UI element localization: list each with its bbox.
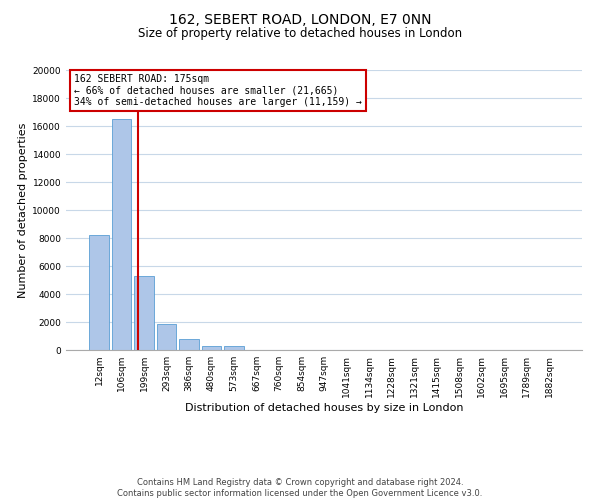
Bar bbox=[134, 276, 154, 350]
Bar bbox=[112, 119, 131, 350]
Text: 162 SEBERT ROAD: 175sqm
← 66% of detached houses are smaller (21,665)
34% of sem: 162 SEBERT ROAD: 175sqm ← 66% of detache… bbox=[74, 74, 362, 108]
Text: Size of property relative to detached houses in London: Size of property relative to detached ho… bbox=[138, 28, 462, 40]
Bar bbox=[179, 339, 199, 350]
X-axis label: Distribution of detached houses by size in London: Distribution of detached houses by size … bbox=[185, 402, 463, 412]
Bar bbox=[224, 346, 244, 350]
Text: Contains HM Land Registry data © Crown copyright and database right 2024.
Contai: Contains HM Land Registry data © Crown c… bbox=[118, 478, 482, 498]
Bar bbox=[89, 235, 109, 350]
Y-axis label: Number of detached properties: Number of detached properties bbox=[18, 122, 28, 298]
Text: 162, SEBERT ROAD, LONDON, E7 0NN: 162, SEBERT ROAD, LONDON, E7 0NN bbox=[169, 12, 431, 26]
Bar bbox=[202, 346, 221, 350]
Bar bbox=[157, 324, 176, 350]
